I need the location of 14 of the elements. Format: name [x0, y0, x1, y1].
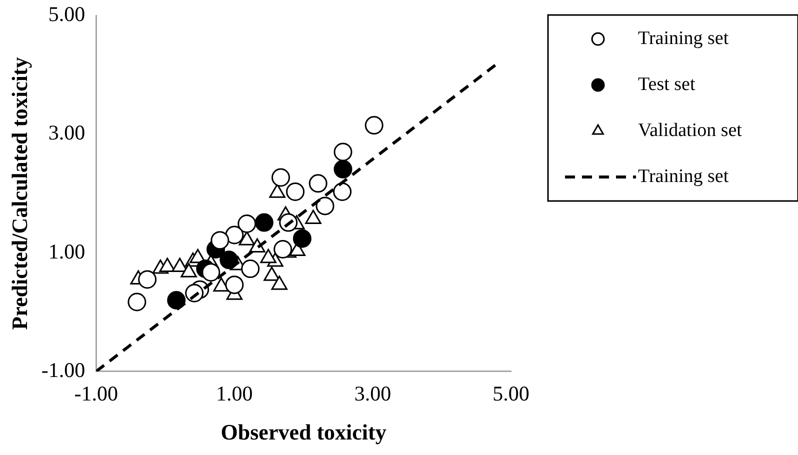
y-tick-label: 3.00 [48, 120, 86, 145]
x-tick-label: 1.00 [216, 382, 253, 406]
legend-label: Training set [638, 28, 730, 49]
y-tick-label: -1.00 [41, 358, 86, 382]
y-tick-label: 5.00 [48, 2, 86, 26]
legend-label: Validation set [638, 120, 743, 141]
x-tick-label: -1.00 [74, 382, 118, 406]
x-tick-label: 3.00 [354, 382, 392, 406]
legend-label: Training set [638, 166, 730, 187]
x-axis-title: Observed toxicity [220, 419, 386, 444]
legend-label: Test set [638, 74, 696, 95]
x-tick-label: 5.00 [492, 382, 530, 406]
y-axis-title: Predicted/Calculated toxicity [6, 57, 32, 330]
y-tick-label: 1.00 [48, 239, 86, 264]
